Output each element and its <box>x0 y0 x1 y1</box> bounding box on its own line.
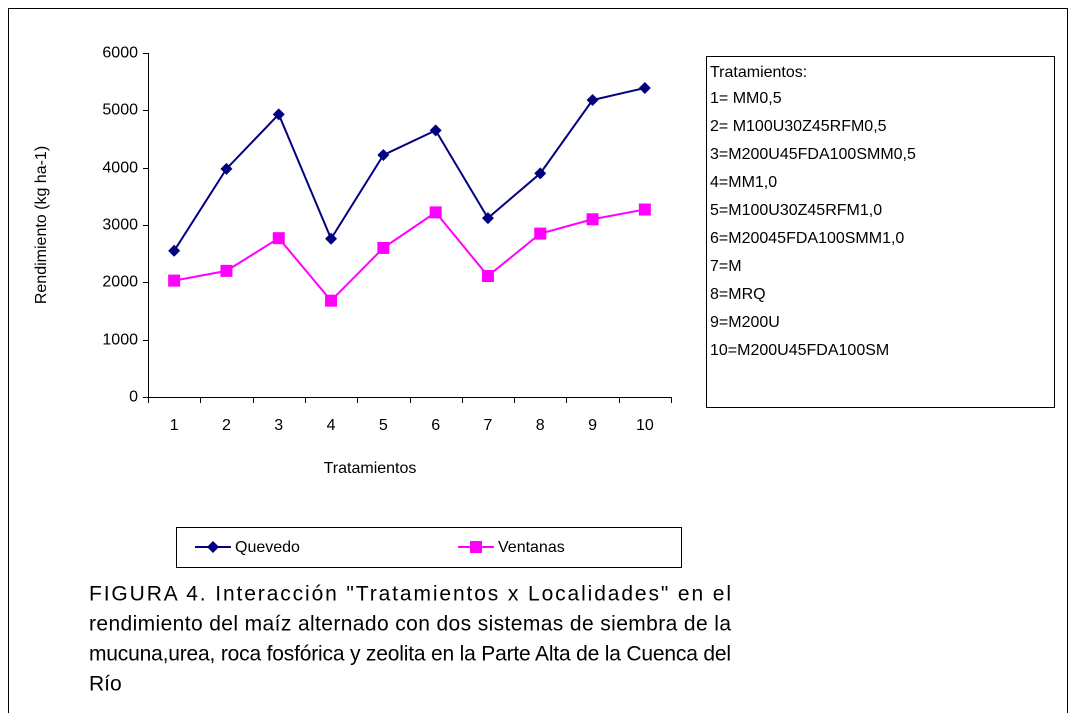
y-tick-label: 5000 <box>102 102 138 119</box>
marker <box>470 541 482 553</box>
caption-line: rendimiento del maíz alternado con dos s… <box>89 613 731 636</box>
legend-label: Ventanas <box>498 539 565 556</box>
y-axis-label: Rendimiento (kg ha-1) <box>33 146 50 304</box>
x-tick-label: 10 <box>636 417 654 434</box>
notes-line: 3=M200U45FDA100SMM0,5 <box>710 146 916 163</box>
caption-line: mucuna,urea, roca fosfórica y zeolita en… <box>89 643 731 666</box>
legend <box>176 527 682 568</box>
series-line <box>173 86 646 252</box>
y-tick-label: 4000 <box>102 160 138 177</box>
notes-line: 5=M100U30Z45RFM1,0 <box>710 202 882 219</box>
frame <box>8 8 1068 713</box>
marker <box>168 274 181 287</box>
y-tick-label: 0 <box>129 389 138 406</box>
x-tick-label: 9 <box>588 417 597 434</box>
marker <box>377 149 390 162</box>
notes-line: 9=M200U <box>710 314 780 331</box>
marker <box>534 227 547 240</box>
x-tick-label: 7 <box>483 417 492 434</box>
marker <box>481 270 494 283</box>
notes-line: 8=MRQ <box>710 286 766 303</box>
marker <box>377 241 390 254</box>
legend-label: Quevedo <box>235 539 300 556</box>
x-tick-label: 1 <box>170 417 179 434</box>
notes-title: Tratamientos: <box>710 64 807 81</box>
notes-box <box>706 56 1055 408</box>
notes-line: 2= M100U30Z45RFM0,5 <box>710 118 887 135</box>
series-line <box>173 208 646 303</box>
x-tick-label: 8 <box>536 417 545 434</box>
notes-line: 4=MM1,0 <box>710 174 777 191</box>
marker <box>220 264 233 277</box>
marker <box>325 294 338 307</box>
y-tick-label: 3000 <box>102 217 138 234</box>
marker <box>272 232 285 245</box>
marker <box>429 124 442 137</box>
x-tick-label: 2 <box>222 417 231 434</box>
marker <box>220 162 233 175</box>
caption-line: Río <box>89 673 122 696</box>
marker <box>586 94 599 107</box>
marker <box>534 167 547 180</box>
marker <box>207 541 219 553</box>
marker <box>586 213 599 226</box>
notes-line: 10=M200U45FDA100SM <box>710 342 889 359</box>
marker <box>638 81 651 94</box>
y-tick-label: 2000 <box>102 274 138 291</box>
marker <box>638 203 651 216</box>
marker <box>481 212 494 225</box>
marker <box>168 244 181 257</box>
y-tick-label: 1000 <box>102 332 138 349</box>
x-tick-label: 3 <box>274 417 283 434</box>
x-tick-label: 6 <box>431 417 440 434</box>
caption-line: FIGURA 4. Interacción "Tratamientos x Lo… <box>89 583 731 606</box>
marker <box>429 206 442 219</box>
x-tick-label: 4 <box>327 417 336 434</box>
notes-line: 6=M20045FDA100SMM1,0 <box>710 230 904 247</box>
notes-line: 1= MM0,5 <box>710 90 782 107</box>
y-tick-label: 6000 <box>102 45 138 62</box>
x-tick-label: 5 <box>379 417 388 434</box>
marker <box>325 232 338 245</box>
marker <box>272 108 285 121</box>
x-axis-label: Tratamientos <box>324 460 417 477</box>
notes-line: 7=M <box>710 258 742 275</box>
